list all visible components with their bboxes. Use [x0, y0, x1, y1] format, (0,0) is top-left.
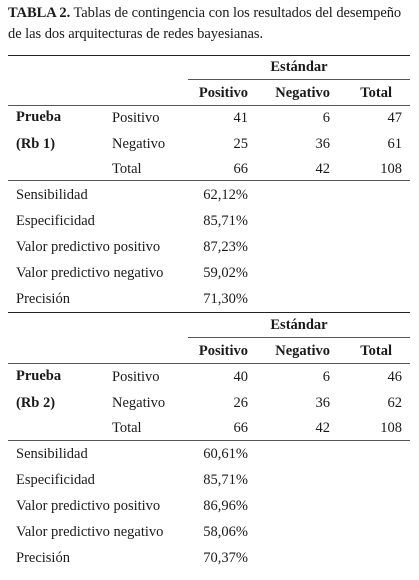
- group-header: Estándar: [270, 317, 328, 333]
- cell-positivo-negativo: 6: [322, 110, 330, 126]
- top-rule: [8, 55, 410, 56]
- col-header-total: Total: [360, 343, 392, 359]
- header-rule: [188, 79, 410, 80]
- cell-total-total: 108: [380, 420, 402, 436]
- metric-value-vpn: 59,02%: [203, 265, 248, 281]
- cell-positivo-positivo: 40: [233, 369, 249, 385]
- header-bottom-rule: [8, 105, 410, 106]
- row-group-label-line1: Prueba: [16, 109, 62, 125]
- caption-text: Tablas de contingencia con los resultado…: [8, 5, 402, 42]
- metric-name-vpn: Valor predictivo negativo: [16, 265, 164, 281]
- metric-name-especificidad: Especificidad: [16, 213, 95, 229]
- caption-label: TABLA 2.: [8, 5, 71, 21]
- col-header-positivo: Positivo: [198, 343, 248, 359]
- metric-name-vpn: Valor predictivo negativo: [16, 524, 164, 540]
- metric-name-sensibilidad: Sensibilidad: [16, 187, 88, 203]
- cell-total-negativo: 42: [315, 420, 331, 436]
- metrics-top-rule: [8, 180, 410, 181]
- cell-total-total: 108: [380, 161, 402, 177]
- row-label-negativo: Negativo: [112, 136, 166, 152]
- metric-value-vpn: 58,06%: [203, 524, 248, 540]
- cell-negativo-positivo: 25: [233, 136, 249, 152]
- metric-value-sensibilidad: 62,12%: [203, 187, 248, 203]
- metric-value-vpp: 87,23%: [203, 239, 248, 255]
- metrics-top-rule: [8, 440, 410, 441]
- metric-value-especificidad: 85,71%: [203, 213, 248, 229]
- top-rule: [8, 312, 410, 313]
- col-header-negativo: Negativo: [275, 85, 330, 101]
- row-label-total: Total: [112, 161, 142, 177]
- cell-total-positivo: 66: [233, 420, 249, 436]
- header-bottom-rule: [8, 363, 410, 364]
- cell-positivo-total: 47: [387, 110, 403, 126]
- metric-value-especificidad: 85,71%: [203, 472, 248, 488]
- row-group-label-line2: (Rb 1): [16, 136, 56, 152]
- cell-negativo-positivo: 26: [233, 395, 249, 411]
- metric-name-vpp: Valor predictivo positivo: [16, 498, 161, 514]
- cell-positivo-negativo: 6: [322, 369, 330, 385]
- cell-total-positivo: 66: [233, 161, 249, 177]
- metric-name-precision: Precisión: [16, 291, 70, 307]
- table-caption: TABLA 2. Tablas de contingencia con los …: [8, 3, 412, 45]
- cell-negativo-negativo: 36: [315, 136, 331, 152]
- cell-negativo-total: 62: [387, 395, 403, 411]
- row-group-label-line2: (Rb 2): [16, 395, 56, 411]
- col-header-total: Total: [360, 85, 392, 101]
- row-label-positivo: Positivo: [112, 369, 160, 385]
- metric-value-sensibilidad: 60,61%: [203, 446, 248, 462]
- row-label-negativo: Negativo: [112, 395, 166, 411]
- metric-name-vpp: Valor predictivo positivo: [16, 239, 161, 255]
- header-rule: [188, 337, 410, 338]
- metric-value-vpp: 86,96%: [203, 498, 248, 514]
- metric-value-precision: 71,30%: [203, 291, 248, 307]
- metric-value-precision: 70,37%: [203, 550, 248, 566]
- row-group-label-line1: Prueba: [16, 368, 62, 384]
- row-label-total: Total: [112, 420, 142, 436]
- metric-name-precision: Precisión: [16, 550, 70, 566]
- col-header-positivo: Positivo: [198, 85, 248, 101]
- cell-total-negativo: 42: [315, 161, 331, 177]
- cell-negativo-negativo: 36: [315, 395, 331, 411]
- cell-negativo-total: 61: [387, 136, 403, 152]
- metric-name-sensibilidad: Sensibilidad: [16, 446, 88, 462]
- metric-name-especificidad: Especificidad: [16, 472, 95, 488]
- cell-positivo-positivo: 41: [233, 110, 249, 126]
- cell-positivo-total: 46: [387, 369, 403, 385]
- row-label-positivo: Positivo: [112, 110, 160, 126]
- col-header-negativo: Negativo: [275, 343, 330, 359]
- group-header: Estándar: [270, 59, 328, 75]
